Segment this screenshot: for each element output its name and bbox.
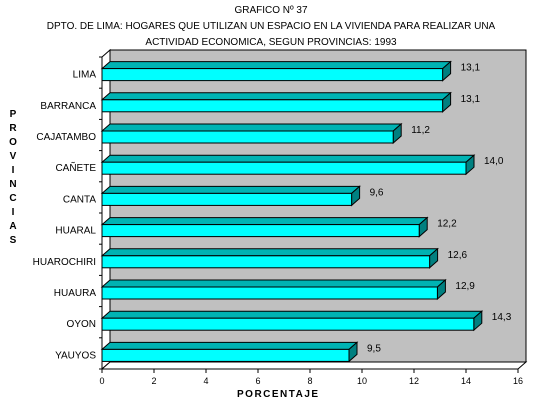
bar-top-face — [100, 248, 439, 257]
category-label: HUAURA — [54, 288, 97, 299]
category-label: CANTA — [63, 194, 96, 205]
x-tick-label: 16 — [513, 376, 523, 386]
y-axis-title-letter: A — [9, 221, 17, 232]
category-label: YAUYOS — [55, 350, 96, 361]
bar — [101, 99, 444, 113]
bar-value-label: 9,5 — [367, 343, 381, 354]
bar-top-face — [100, 123, 403, 132]
x-tick-label: 4 — [203, 376, 208, 386]
bar-value-label: 14,3 — [492, 312, 512, 323]
x-tick-label: 6 — [255, 376, 260, 386]
y-axis-title-letter: C — [9, 193, 17, 204]
y-axis-title-letter: I — [11, 165, 15, 176]
bar — [101, 255, 431, 269]
category-label: BARRANCA — [40, 101, 96, 112]
bar-value-label: 12,9 — [455, 281, 475, 292]
bar-value-label: 12,2 — [437, 219, 457, 230]
x-tick-label: 0 — [99, 376, 104, 386]
x-tick-label: 14 — [461, 376, 471, 386]
y-axis-title-letter: I — [11, 207, 15, 218]
y-axis-title-letter: S — [9, 235, 17, 246]
bar-value-label: 9,6 — [370, 187, 384, 198]
y-axis-title-letter: O — [9, 137, 17, 148]
category-label: CAÑETE — [55, 161, 96, 174]
bar-top-face — [100, 341, 359, 350]
chart-floor — [100, 361, 528, 370]
bar — [101, 192, 353, 206]
bar-top-face — [100, 61, 452, 70]
bar-top-face — [100, 154, 476, 163]
bar — [101, 130, 394, 144]
x-tick-label: 10 — [357, 376, 367, 386]
bar — [101, 161, 467, 175]
bar-top-face — [100, 185, 361, 194]
x-tick-label: 8 — [307, 376, 312, 386]
chart-titles: GRAFICO Nº 37 DPTO. DE LIMA: HOGARES QUE… — [0, 3, 542, 51]
bar — [101, 286, 438, 300]
bar — [101, 348, 350, 362]
chart-subtitle-line-1: DPTO. DE LIMA: HOGARES QUE UTILIZAN UN E… — [46, 21, 496, 32]
bar-top-face — [100, 310, 484, 319]
bar-top-face — [100, 92, 452, 101]
y-axis-title-letter: N — [9, 179, 17, 190]
bar-top-face — [100, 279, 447, 288]
category-label: CAJATAMBO — [36, 132, 96, 143]
bar-value-label: 14,0 — [484, 156, 504, 167]
bar — [101, 224, 420, 238]
category-label: LIMA — [73, 70, 97, 81]
category-label: HUARAL — [55, 226, 96, 237]
bar — [101, 68, 444, 82]
y-axis-title-letter: P — [9, 109, 17, 120]
chart-subtitle-line-2: ACTIVIDAD ECONOMICA, SEGUN PROVINCIAS: 1… — [145, 37, 397, 48]
x-tick-label: 2 — [151, 376, 156, 386]
bar — [101, 317, 475, 331]
bar-top-face — [100, 217, 429, 226]
bar-value-label: 13,1 — [461, 63, 481, 74]
bar-value-label: 11,2 — [411, 125, 430, 136]
category-label: OYON — [67, 319, 96, 330]
y-axis-title-letter: R — [9, 123, 17, 134]
category-label: HUAROCHIRI — [33, 257, 96, 268]
bar-value-label: 12,6 — [448, 250, 468, 261]
x-axis-title: PORCENTAJE — [237, 389, 320, 400]
y-axis-title-letter: V — [9, 151, 17, 162]
bar-value-label: 13,1 — [461, 94, 481, 105]
x-tick-label: 12 — [409, 376, 419, 386]
chart-title: GRAFICO Nº 37 — [234, 5, 308, 16]
